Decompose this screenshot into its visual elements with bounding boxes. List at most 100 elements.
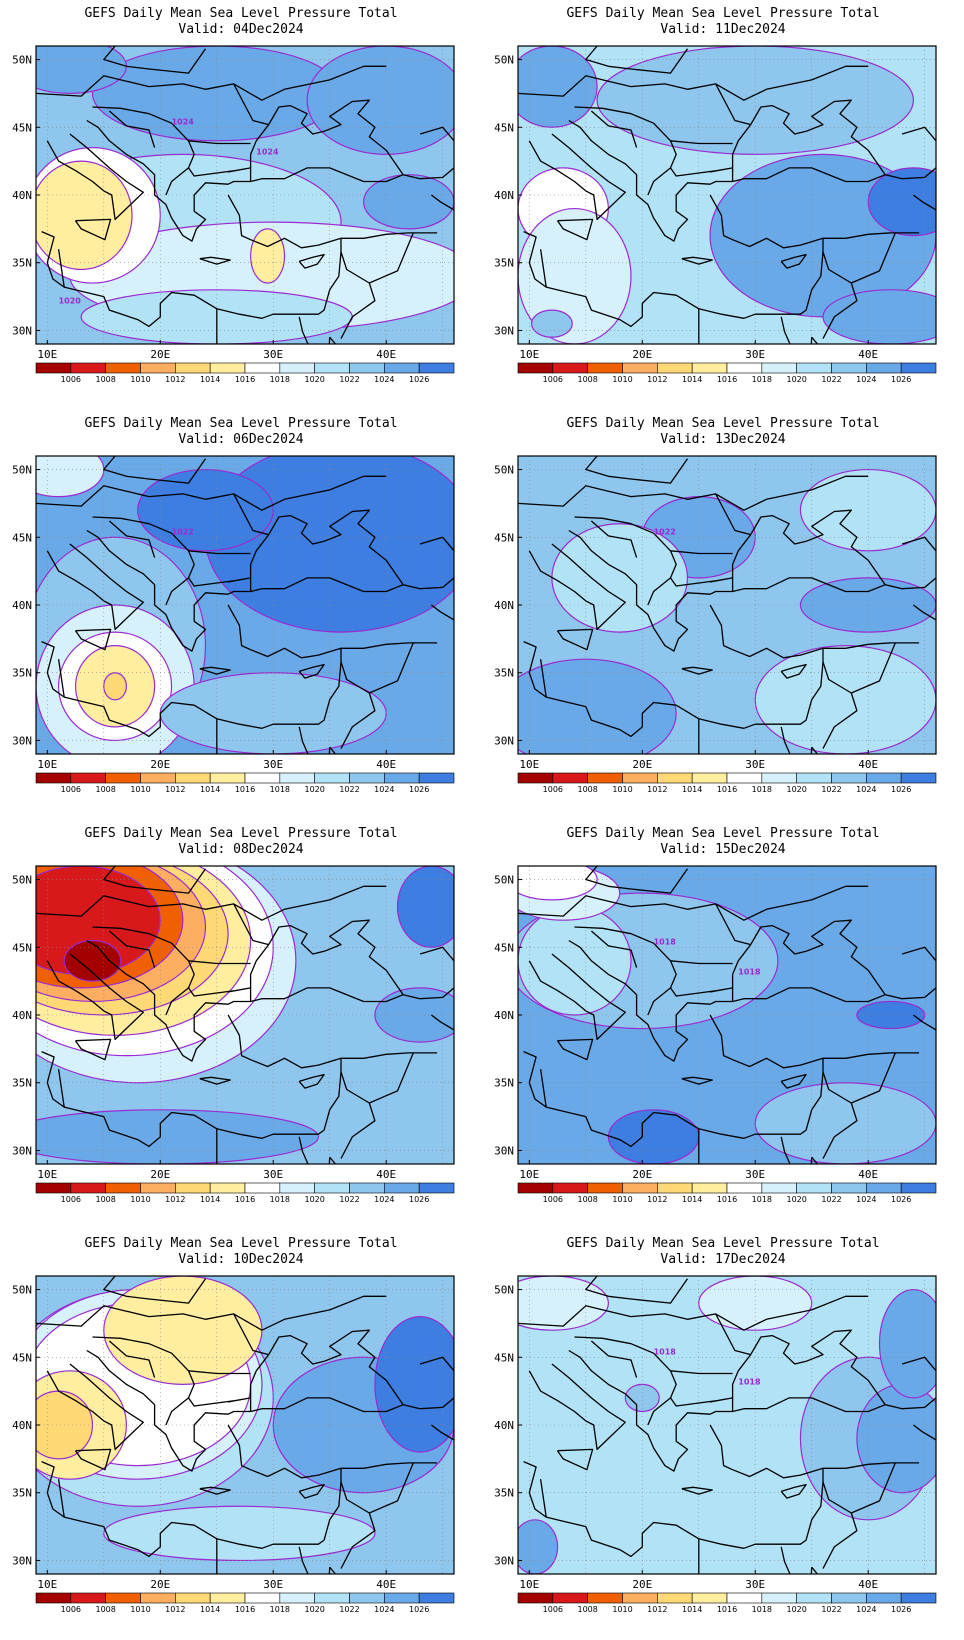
coastline	[670, 550, 733, 555]
colorbar-label: 1016	[717, 375, 737, 384]
coastline	[419, 946, 454, 962]
colorbar-label: 1024	[856, 785, 876, 794]
colorbar-label: 1026	[409, 375, 429, 384]
coastline	[585, 46, 689, 74]
coastline	[108, 520, 156, 558]
coastline	[556, 1448, 594, 1471]
coastline	[403, 1397, 454, 1410]
coastline	[539, 1069, 547, 1108]
isobar-region	[518, 658, 677, 754]
colorbar-swatch	[691, 362, 728, 374]
coastline	[233, 493, 269, 536]
colorbar-label: 1018	[752, 1195, 772, 1204]
coastline	[568, 119, 886, 242]
coastline	[108, 1340, 156, 1378]
colorbar-swatch	[796, 362, 832, 374]
colorbar-label: 1008	[95, 1195, 115, 1204]
colorbar-swatch	[657, 1592, 693, 1604]
colorbar-swatch	[622, 772, 658, 784]
coastline	[298, 1483, 325, 1499]
colorbar-swatch	[35, 1592, 72, 1604]
coastline	[341, 642, 438, 649]
coastline	[590, 520, 638, 558]
colorbar-swatch	[517, 1182, 554, 1194]
coastline	[823, 232, 920, 239]
isobar-region	[518, 866, 598, 901]
coastline	[523, 194, 824, 328]
contour-label: 1024	[172, 118, 195, 127]
y-tick-label: 45N	[494, 941, 514, 954]
colorbar-label: 1018	[752, 1605, 772, 1614]
coastline	[86, 529, 404, 652]
coastline	[568, 1349, 886, 1472]
coastline	[419, 126, 454, 142]
colorbar-label: 1022	[339, 375, 359, 384]
x-tick-label: 30E	[263, 1168, 283, 1181]
colorbar-swatch	[70, 1182, 106, 1194]
colorbar-label: 1024	[856, 1605, 876, 1614]
colorbar-swatch	[140, 772, 176, 784]
colorbar-swatch	[35, 1182, 72, 1194]
coastline	[823, 1462, 920, 1469]
colorbar-swatch	[209, 1592, 246, 1604]
colorbar-swatch	[244, 362, 281, 374]
colorbar-label: 1026	[891, 1605, 911, 1614]
coastline	[74, 1038, 112, 1061]
colorbar-swatch	[349, 1592, 385, 1604]
colorbar-label: 1024	[374, 1195, 394, 1204]
isobar-region	[878, 1288, 936, 1399]
colorbar-swatch	[384, 1182, 420, 1194]
coastline	[41, 1424, 342, 1558]
colorbar-swatch	[418, 772, 455, 784]
y-tick-label: 45N	[494, 121, 514, 134]
x-tick-label: 30E	[745, 348, 765, 361]
colorbar-swatch	[726, 1182, 763, 1194]
coastline	[36, 885, 387, 921]
colorbar-label: 1022	[339, 1605, 359, 1614]
colorbar-label: 1014	[200, 375, 220, 384]
x-tick-label: 10E	[37, 1578, 57, 1591]
coastline	[913, 604, 936, 621]
colorbar-label: 1016	[717, 785, 737, 794]
y-tick-label: 35N	[494, 1487, 514, 1500]
colorbar-swatch	[279, 1592, 315, 1604]
colorbar-label: 1006	[543, 375, 563, 384]
x-tick-label: 30E	[263, 1578, 283, 1591]
colorbar-swatch	[384, 772, 420, 784]
coastline	[823, 1052, 920, 1059]
y-tick-label: 30N	[12, 324, 32, 337]
isobar-region	[374, 1316, 454, 1453]
coastline	[669, 987, 734, 997]
isobar-region	[103, 1505, 376, 1562]
colorbar-swatch	[622, 362, 658, 374]
isobar-region	[607, 1109, 700, 1164]
colorbar-label: 1012	[647, 785, 667, 794]
colorbar-swatch	[587, 362, 623, 374]
coastline	[233, 83, 269, 126]
y-tick-label: 50N	[494, 464, 514, 477]
colorbar-swatch	[657, 1182, 693, 1194]
colorbar-swatch	[314, 772, 350, 784]
coastline	[681, 666, 713, 675]
pressure-map: 50N 45N 40N 35N 30N 10E 20E 30E 40E 1006 1008 1010 1…	[12, 865, 455, 1204]
y-tick-label: 50N	[494, 54, 514, 67]
colorbar-label: 1008	[577, 375, 597, 384]
coastline	[36, 65, 387, 101]
colorbar-label: 1022	[339, 785, 359, 794]
isobar-region	[822, 289, 936, 344]
coastline	[669, 1397, 734, 1407]
contour-label: 1018	[654, 938, 677, 947]
isobar-region	[754, 1082, 936, 1164]
coastline	[74, 628, 112, 651]
coastline	[188, 960, 251, 965]
x-tick-label: 40E	[376, 758, 396, 771]
coastline	[590, 1340, 638, 1378]
coastline	[556, 628, 594, 651]
isobar-region	[518, 906, 632, 1016]
y-tick-label: 40N	[494, 189, 514, 202]
panel-title: GEFS Daily Mean Sea Level Pressure Total	[566, 416, 880, 431]
colorbar-swatch	[691, 1592, 728, 1604]
panel-title: GEFS Daily Mean Sea Level Pressure Total	[566, 1236, 880, 1251]
panel-valid-date: Valid: 10Dec2024	[178, 1252, 304, 1267]
